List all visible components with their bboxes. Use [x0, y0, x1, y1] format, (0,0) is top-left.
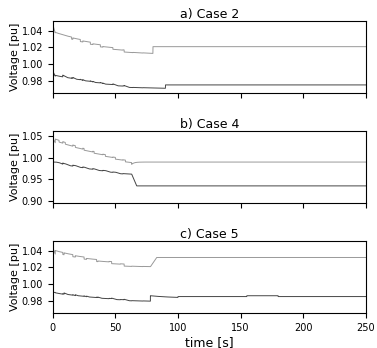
Title: a) Case 2: a) Case 2	[179, 8, 239, 21]
Y-axis label: Voltage [pu]: Voltage [pu]	[10, 23, 20, 91]
Title: c) Case 5: c) Case 5	[180, 228, 239, 241]
Title: b) Case 4: b) Case 4	[179, 118, 239, 131]
X-axis label: time [s]: time [s]	[185, 336, 233, 348]
Y-axis label: Voltage [pu]: Voltage [pu]	[10, 133, 20, 201]
Y-axis label: Voltage [pu]: Voltage [pu]	[10, 243, 20, 311]
